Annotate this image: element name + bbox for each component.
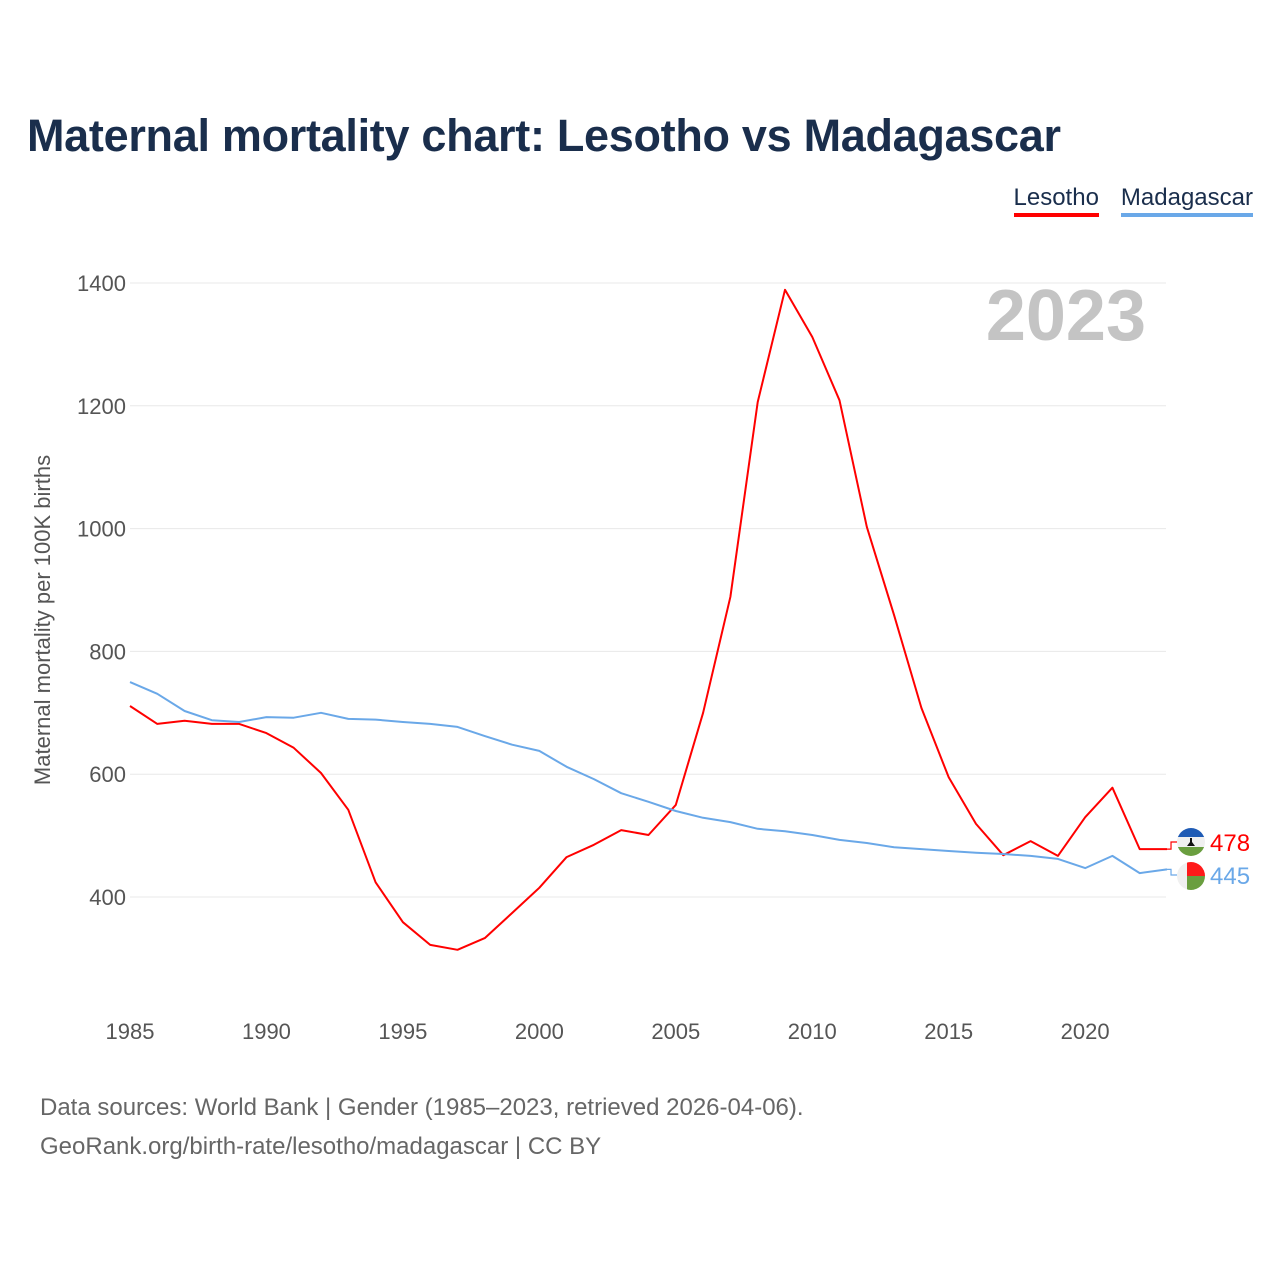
legend-madagascar[interactable]: Madagascar bbox=[1120, 184, 1253, 217]
x-tick-label: 1995 bbox=[378, 1019, 427, 1044]
end-connector bbox=[1167, 868, 1178, 876]
y-tick-label: 1400 bbox=[77, 271, 126, 296]
legend-lesotho[interactable]: Lesotho bbox=[1013, 184, 1099, 217]
x-tick-label: 2015 bbox=[924, 1019, 973, 1044]
footer-link[interactable]: GeoRank.org/birth-rate/lesotho/madagasca… bbox=[40, 1133, 602, 1160]
legend: Lesotho Madagascar bbox=[1013, 184, 1253, 217]
y-axis-label: Maternal mortality per 100K births bbox=[30, 455, 55, 785]
series-line-lesotho bbox=[129, 288, 1167, 951]
footer-sources: Data sources: World Bank | Gender (1985–… bbox=[40, 1094, 804, 1121]
lesotho-flag-icon bbox=[1177, 828, 1205, 856]
x-tick-label: 2000 bbox=[515, 1019, 564, 1044]
y-tick-label: 400 bbox=[89, 885, 126, 910]
series-line-madagascar bbox=[129, 681, 1168, 875]
y-tick-label: 1000 bbox=[77, 517, 126, 542]
chart-title: Maternal mortality chart: Lesotho vs Mad… bbox=[27, 110, 1061, 161]
footer: Data sources: World Bank | Gender (1985–… bbox=[40, 1088, 804, 1166]
y-tick-label: 800 bbox=[89, 639, 126, 664]
end-value-label: 445 bbox=[1210, 863, 1250, 890]
x-tick-label: 2010 bbox=[788, 1019, 837, 1044]
x-tick-label: 1985 bbox=[106, 1019, 155, 1044]
year-watermark: 2023 bbox=[986, 276, 1146, 356]
x-tick-label: 2020 bbox=[1061, 1019, 1110, 1044]
end-connector bbox=[1167, 841, 1178, 850]
x-tick-label: 2005 bbox=[651, 1019, 700, 1044]
y-tick-label: 1200 bbox=[77, 394, 126, 419]
end-value-label: 478 bbox=[1210, 830, 1250, 857]
x-tick-label: 1990 bbox=[242, 1019, 291, 1044]
y-tick-label: 600 bbox=[89, 762, 126, 787]
madagascar-flag-icon bbox=[1177, 862, 1205, 890]
